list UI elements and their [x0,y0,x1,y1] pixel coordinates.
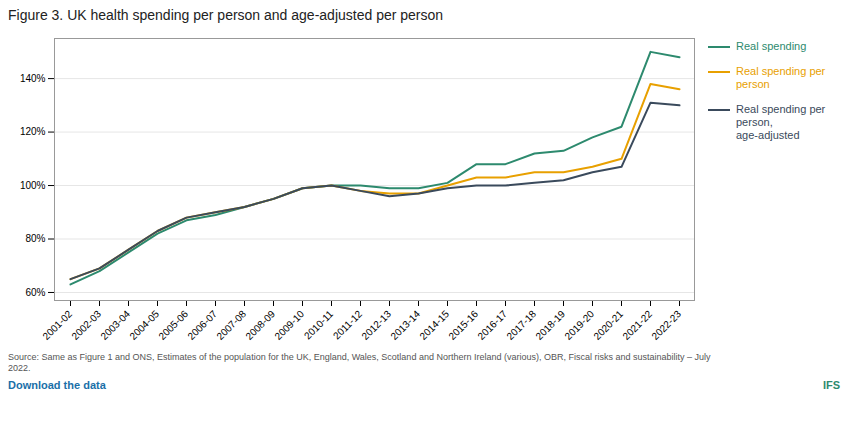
svg-text:2005-06: 2005-06 [156,308,190,342]
html-text:Figure 3. UK health spending p: Figure 3. UK health spending per person … [8,7,444,23]
html-text:Download the data: Download the data [8,379,106,391]
svg-text:2004-05: 2004-05 [127,308,161,342]
svg-text:100%: 100% [20,180,46,191]
svg-text:2012-13: 2012-13 [359,308,393,342]
svg-text:2013-14: 2013-14 [388,308,422,342]
svg-text:2003-04: 2003-04 [98,308,132,342]
svg-text:2017-18: 2017-18 [504,308,538,342]
html-text:Real spending: Real spending [736,40,807,52]
svg-text:2011-12: 2011-12 [331,308,365,342]
svg-text:2010-11: 2010-11 [302,308,336,342]
svg-text:2020-21: 2020-21 [591,308,625,342]
svg-text:2009-10: 2009-10 [272,308,306,342]
svg-text:2021-22: 2021-22 [620,308,654,342]
svg-text:60%: 60% [25,287,45,298]
html-text:Real spending per person: Real spending per person [736,65,826,90]
svg-text:2002-03: 2002-03 [69,308,103,342]
svg-text:2006-07: 2006-07 [185,308,219,342]
html-text:Real spending per person, age-: Real spending per person, age-adjusted [736,103,826,141]
svg-text:120%: 120% [20,126,46,137]
svg-text:80%: 80% [25,233,45,244]
svg-text:2015-16: 2015-16 [446,308,480,342]
svg-text:2019-20: 2019-20 [562,308,596,342]
svg-text:2008-09: 2008-09 [243,308,277,342]
svg-text:2007-08: 2007-08 [214,308,248,342]
svg-text:2001-02: 2001-02 [40,308,74,342]
svg-text:2022-23: 2022-23 [649,308,683,342]
svg-text:140%: 140% [20,73,46,84]
svg-text:2016-17: 2016-17 [475,308,509,342]
svg-text:2014-15: 2014-15 [417,308,451,342]
svg-text:2018-19: 2018-19 [533,308,567,342]
html-text:Source: Same as Figure 1 and O: Source: Same as Figure 1 and ONS, Estima… [8,352,711,373]
html-text:IFS: IFS [822,379,840,391]
